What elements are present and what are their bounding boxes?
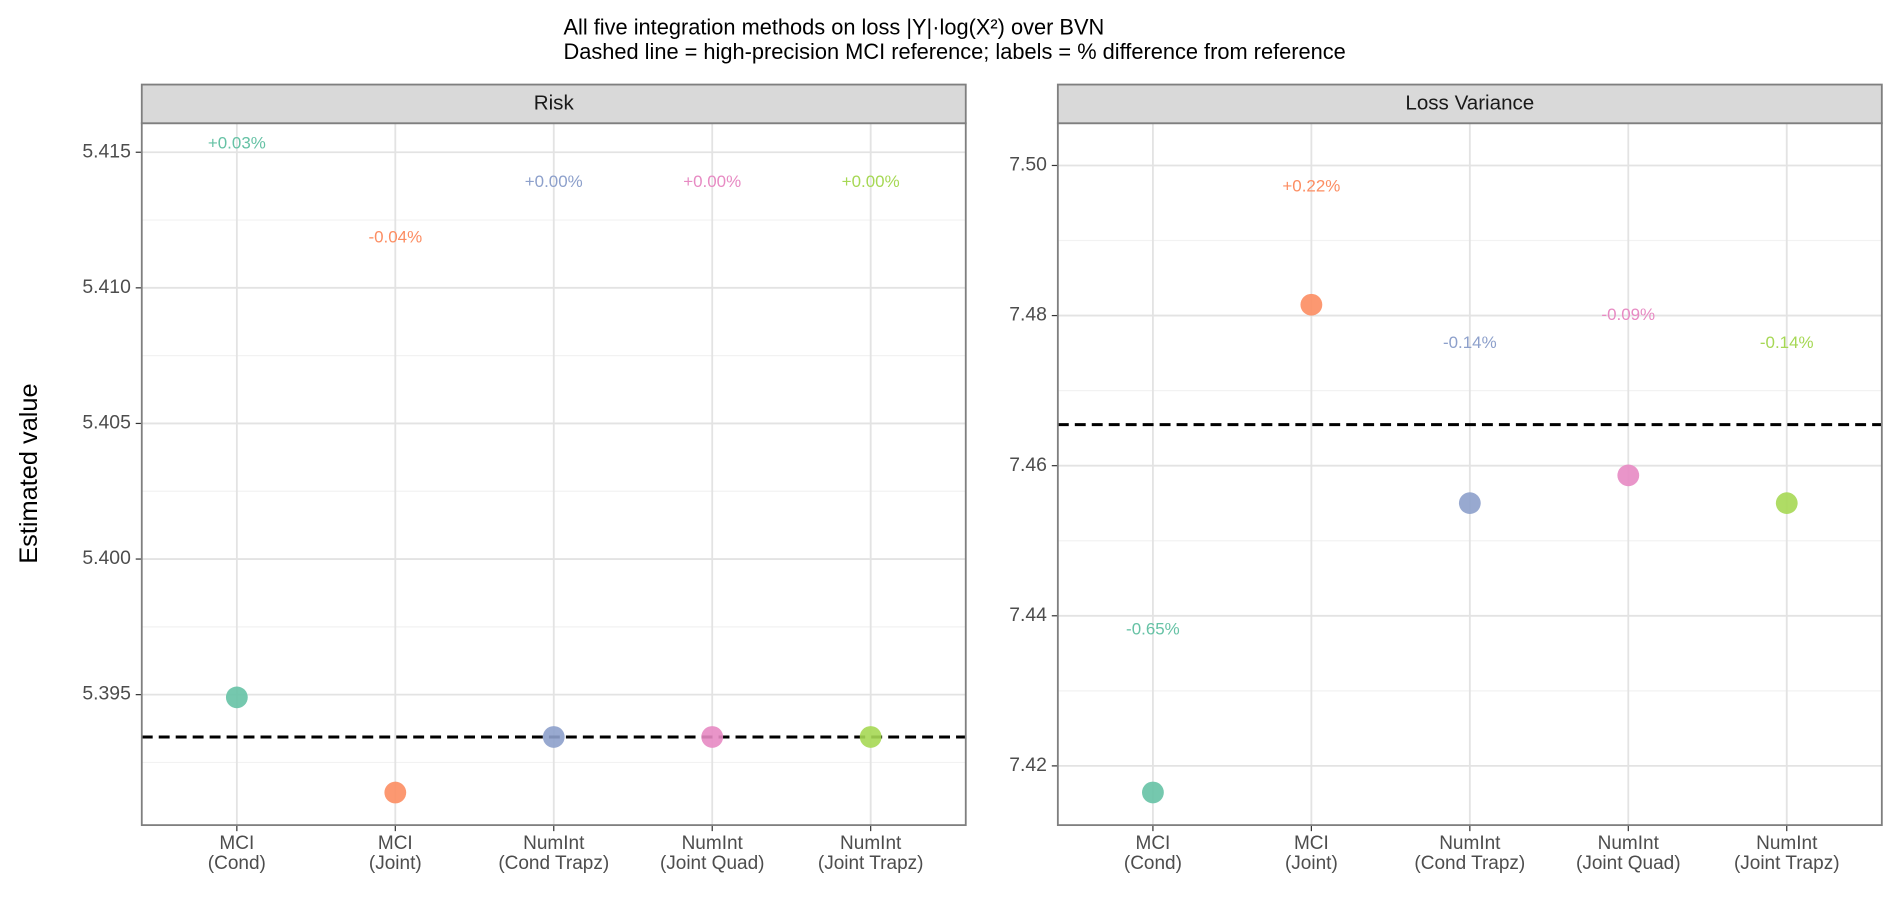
x-tick-label: NumInt (Cond Trapz): [1414, 832, 1526, 874]
y-tick-label: 5.400: [82, 547, 130, 569]
facet-strip: [1056, 83, 1883, 125]
y-tick-label: 5.395: [82, 683, 130, 705]
point: [701, 726, 724, 748]
point-label: +0.22%: [1282, 177, 1340, 196]
point-label: +0.00%: [525, 172, 583, 191]
y-tick-label: 7.44: [1009, 604, 1047, 626]
point-label: -0.09%: [1601, 305, 1655, 324]
point-label: -0.14%: [1443, 333, 1497, 352]
y-tick-label: 5.405: [82, 412, 130, 434]
y-axis-title: Estimated value: [15, 383, 43, 563]
point: [542, 726, 565, 748]
point: [1300, 293, 1323, 316]
point-label: +0.03%: [208, 133, 266, 152]
point: [859, 726, 882, 748]
facet-label: Loss Variance: [1405, 91, 1534, 114]
point: [1775, 492, 1798, 515]
chart-title: All five integration methods on loss |Y|…: [563, 15, 1104, 40]
y-tick-label: 7.46: [1009, 454, 1047, 476]
y-tick-label: 5.410: [82, 276, 130, 298]
point: [1142, 781, 1164, 804]
point: [1617, 464, 1640, 487]
x-tick-label: MCI (Cond): [1123, 832, 1182, 874]
x-tick-label: NumInt (Joint Trapz): [817, 832, 924, 874]
x-tick-label: NumInt (Joint Quad): [659, 832, 765, 874]
y-tick-label: 7.42: [1009, 754, 1047, 776]
x-tick-label: MCI (Joint): [1284, 832, 1338, 874]
x-tick-label: NumInt (Cond Trapz): [498, 832, 610, 874]
point-label: +0.00%: [842, 172, 900, 191]
point: [225, 686, 248, 709]
point-label: +0.00%: [683, 172, 741, 191]
x-tick-label: NumInt (Joint Quad): [1576, 832, 1681, 874]
point-label: -0.04%: [368, 227, 422, 246]
facet-label: Risk: [534, 91, 575, 114]
x-tick-label: MCI (Joint): [368, 832, 422, 874]
point: [1458, 492, 1481, 515]
facet-strip: [140, 83, 967, 125]
y-tick-label: 5.415: [82, 140, 130, 162]
y-tick-label: 7.50: [1009, 154, 1047, 176]
chart-subtitle: Dashed line = high-precision MCI referen…: [563, 39, 1345, 64]
point: [384, 781, 407, 804]
point-label: -0.14%: [1760, 333, 1814, 352]
y-tick-label: 7.48: [1009, 304, 1047, 326]
x-tick-label: NumInt (Joint Trapz): [1733, 832, 1840, 874]
x-tick-label: MCI (Cond): [207, 832, 266, 874]
point-label: -0.65%: [1126, 620, 1180, 639]
